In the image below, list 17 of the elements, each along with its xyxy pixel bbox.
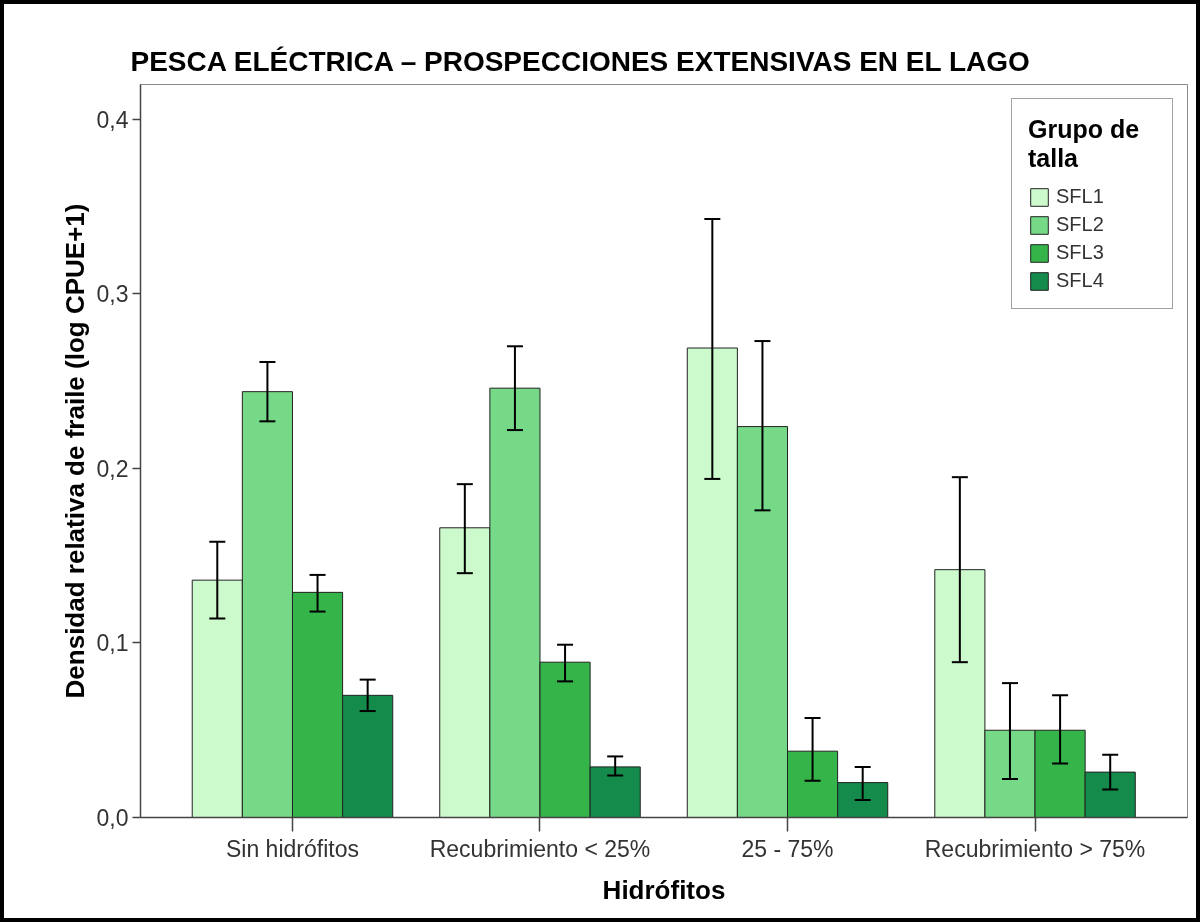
y-tick-label: 0,3: [96, 281, 129, 308]
legend-label: SFL4: [1056, 269, 1105, 292]
y-tick-label: 0,1: [96, 630, 129, 657]
legend-label: SFL3: [1056, 241, 1105, 264]
x-tick-label: 25 - 75%: [741, 835, 834, 862]
y-tick-label: 0,0: [96, 805, 129, 831]
x-tick-label: Recubrimiento < 25%: [429, 835, 651, 862]
y-tick-label: 0,2: [96, 455, 129, 482]
y-tick-label: 0,4: [96, 106, 129, 133]
y-axis-title: Densidad relativa de fraile (log CPUE+1): [59, 203, 90, 699]
chart-title: PESCA ELÉCTRICA – PROSPECCIONES EXTENSIVAS EN EL LAGO: [130, 45, 1030, 77]
legend-title: Grupo de talla: [1028, 115, 1141, 173]
legend-label: SFL2: [1056, 213, 1105, 236]
x-axis-title: Hidrófitos: [602, 874, 726, 905]
x-tick-label: Recubrimiento > 75%: [924, 835, 1146, 862]
legend-label: SFL1: [1056, 185, 1105, 208]
x-tick-label: Sin hidrófitos: [226, 835, 359, 862]
